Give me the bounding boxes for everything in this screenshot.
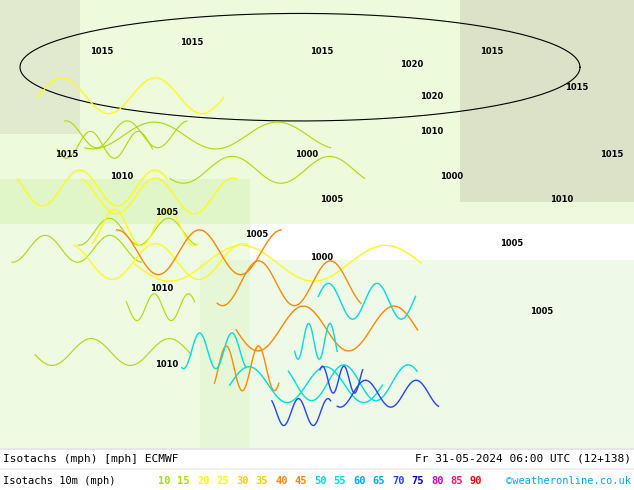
Text: 1020: 1020 bbox=[420, 92, 443, 100]
Text: 80: 80 bbox=[431, 476, 444, 486]
Text: Fr 31-05-2024 06:00 UTC (12+138): Fr 31-05-2024 06:00 UTC (12+138) bbox=[415, 454, 631, 464]
Text: 10: 10 bbox=[158, 476, 171, 486]
Text: 1020: 1020 bbox=[400, 60, 424, 69]
Text: 70: 70 bbox=[392, 476, 404, 486]
Text: 25: 25 bbox=[216, 476, 229, 486]
Text: 1005: 1005 bbox=[530, 307, 553, 316]
Text: 15: 15 bbox=[178, 476, 190, 486]
Text: 45: 45 bbox=[295, 476, 307, 486]
Text: Isotachs (mph) [mph] ECMWF: Isotachs (mph) [mph] ECMWF bbox=[3, 454, 179, 464]
Text: 1015: 1015 bbox=[180, 38, 204, 47]
Text: 85: 85 bbox=[451, 476, 463, 486]
Text: 1000: 1000 bbox=[440, 172, 463, 181]
Text: 35: 35 bbox=[256, 476, 268, 486]
Text: 1015: 1015 bbox=[480, 47, 503, 56]
Text: 50: 50 bbox=[314, 476, 327, 486]
Text: Isotachs 10m (mph): Isotachs 10m (mph) bbox=[3, 476, 115, 486]
Text: 1005: 1005 bbox=[320, 195, 343, 204]
Text: 1015: 1015 bbox=[90, 47, 113, 56]
Text: 1010: 1010 bbox=[420, 127, 443, 136]
Text: 1010: 1010 bbox=[150, 284, 173, 293]
Text: 40: 40 bbox=[275, 476, 287, 486]
Text: 75: 75 bbox=[411, 476, 424, 486]
Text: 1015: 1015 bbox=[55, 150, 79, 159]
Bar bbox=[0, 0, 634, 224]
Bar bbox=[460, 0, 634, 201]
Text: 1010: 1010 bbox=[550, 195, 573, 204]
Bar bbox=[0, 179, 250, 448]
Text: 1000: 1000 bbox=[295, 150, 318, 159]
Text: 1000: 1000 bbox=[310, 253, 333, 262]
Text: 1010: 1010 bbox=[155, 360, 178, 369]
Text: 65: 65 bbox=[373, 476, 385, 486]
Text: 1010: 1010 bbox=[110, 172, 133, 181]
Text: 90: 90 bbox=[470, 476, 482, 486]
Bar bbox=[200, 260, 634, 448]
Text: 55: 55 bbox=[333, 476, 346, 486]
Text: 30: 30 bbox=[236, 476, 249, 486]
Text: 20: 20 bbox=[197, 476, 209, 486]
Text: 1005: 1005 bbox=[245, 230, 268, 240]
Bar bbox=[0, 0, 80, 134]
Text: 1005: 1005 bbox=[155, 208, 178, 217]
Text: 1015: 1015 bbox=[310, 47, 333, 56]
Text: 60: 60 bbox=[353, 476, 365, 486]
Text: ©weatheronline.co.uk: ©weatheronline.co.uk bbox=[506, 476, 631, 486]
Text: 1015: 1015 bbox=[565, 83, 588, 92]
Text: 1005: 1005 bbox=[500, 240, 523, 248]
Text: 1015: 1015 bbox=[600, 150, 623, 159]
